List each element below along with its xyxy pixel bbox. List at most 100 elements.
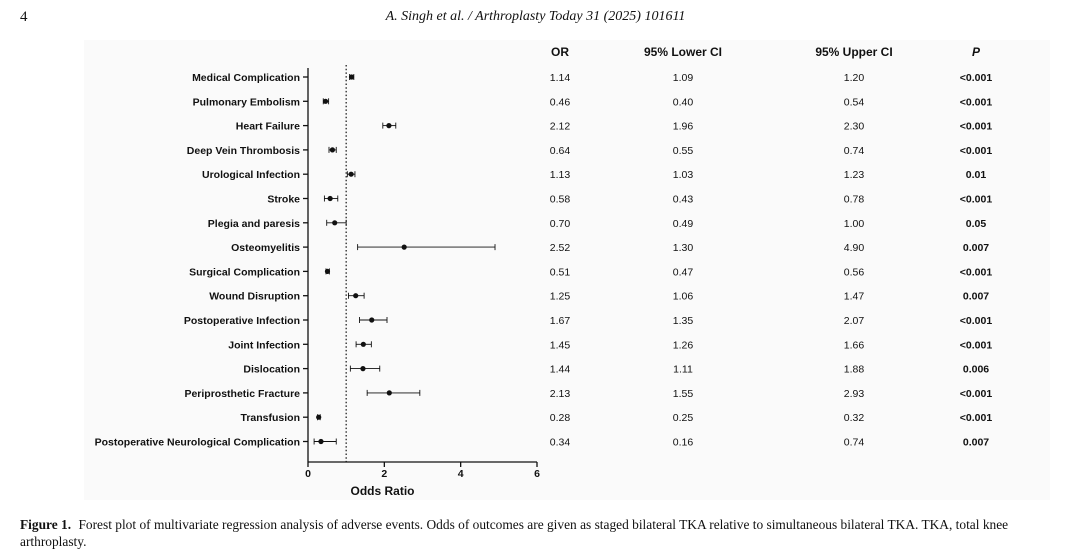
p-value: 0.05 [966, 218, 987, 230]
odds-ratio-point [386, 390, 392, 396]
or-value: 0.34 [550, 437, 571, 449]
figure-caption-label: Figure 1. [20, 517, 72, 532]
upper-ci-value: 0.78 [844, 194, 865, 206]
odds-ratio-point [353, 293, 359, 299]
row-label: Deep Vein Thrombosis [187, 145, 300, 157]
odds-ratio-point [348, 171, 354, 177]
odds-ratio-point [360, 341, 366, 347]
row-label: Medical Complication [192, 72, 300, 84]
or-value: 2.13 [550, 388, 571, 400]
column-header: 95% Lower CI [644, 45, 722, 59]
upper-ci-value: 0.74 [844, 437, 865, 449]
or-value: 1.25 [550, 291, 571, 303]
p-value: <0.001 [960, 194, 993, 206]
lower-ci-value: 0.40 [673, 96, 694, 108]
odds-ratio-point [386, 123, 392, 129]
lower-ci-value: 1.30 [673, 242, 694, 254]
p-value: 0.006 [963, 364, 989, 376]
lower-ci-value: 1.35 [673, 315, 694, 327]
row-label: Postoperative Infection [184, 315, 300, 327]
lower-ci-value: 1.26 [673, 339, 694, 351]
x-tick-label: 6 [534, 468, 540, 480]
row-label: Wound Disruption [209, 291, 300, 303]
or-value: 2.12 [550, 121, 571, 133]
page-number: 4 [20, 9, 28, 25]
odds-ratio-point [369, 317, 375, 323]
or-value: 1.44 [550, 364, 571, 376]
lower-ci-value: 1.09 [673, 72, 694, 84]
column-header: OR [551, 45, 569, 59]
upper-ci-value: 1.47 [844, 291, 865, 303]
lower-ci-value: 0.47 [673, 266, 694, 278]
upper-ci-value: 0.74 [844, 145, 865, 157]
odds-ratio-point [360, 366, 366, 372]
x-axis-title: Odds Ratio [350, 484, 414, 498]
lower-ci-value: 0.25 [673, 412, 694, 424]
row-label: Surgical Complication [189, 266, 300, 278]
odds-ratio-point [324, 268, 331, 274]
odds-ratio-point [329, 147, 336, 153]
p-value: 0.007 [963, 291, 989, 303]
p-value: 0.007 [963, 437, 989, 449]
p-value: <0.001 [960, 388, 993, 400]
odds-ratio-point [316, 414, 322, 420]
lower-ci-value: 1.06 [673, 291, 694, 303]
forest-plot-figure: 0 2 4 6 Odds Ratio OR 95% Lower CI 95% Upper CI… [84, 40, 1050, 500]
lower-ci-value: 1.03 [673, 169, 694, 181]
upper-ci-value: 2.07 [844, 315, 865, 327]
upper-ci-value: 4.90 [844, 242, 865, 254]
or-value: 0.70 [550, 218, 571, 230]
odds-ratio-point [322, 98, 329, 104]
row-label: Pulmonary Embolism [193, 96, 300, 108]
or-value: 1.45 [550, 339, 571, 351]
lower-ci-value: 0.16 [673, 437, 694, 449]
row-label: Transfusion [240, 412, 300, 424]
lower-ci-value: 1.96 [673, 121, 694, 133]
upper-ci-value: 1.88 [844, 364, 865, 376]
figure-caption: Figure 1. Forest plot of multivariate re… [20, 516, 1060, 550]
p-value: <0.001 [960, 72, 993, 84]
upper-ci-value: 1.66 [844, 339, 865, 351]
or-value: 0.64 [550, 145, 571, 157]
x-tick-label: 4 [458, 468, 464, 480]
x-tick-label: 2 [381, 468, 387, 480]
p-value: <0.001 [960, 266, 993, 278]
or-value: 2.52 [550, 242, 571, 254]
or-value: 1.14 [550, 72, 571, 84]
upper-ci-value: 1.00 [844, 218, 865, 230]
row-label: Stroke [267, 194, 300, 206]
column-header: P [972, 45, 981, 59]
or-value: 0.28 [550, 412, 571, 424]
row-label: Joint Infection [228, 339, 300, 351]
upper-ci-value: 1.20 [844, 72, 865, 84]
lower-ci-value: 0.43 [673, 194, 694, 206]
upper-ci-value: 2.93 [844, 388, 865, 400]
upper-ci-value: 2.30 [844, 121, 865, 133]
upper-ci-value: 0.32 [844, 412, 865, 424]
row-label: Heart Failure [236, 121, 300, 133]
running-header: A. Singh et al. / Arthroplasty Today 31 … [385, 9, 686, 24]
odds-ratio-point [332, 220, 338, 226]
forest-plot: 0 2 4 6 Odds Ratio OR 95% Lower CI 95% Upper CI… [95, 45, 993, 498]
odds-ratio-point [401, 244, 407, 250]
odds-ratio-point [318, 438, 324, 445]
p-value: <0.001 [960, 96, 993, 108]
odds-ratio-point [348, 74, 355, 80]
row-label: Postoperative Neurological Complication [95, 437, 300, 449]
row-label: Periprosthetic Fracture [184, 388, 300, 400]
row-label: Urological Infection [202, 169, 300, 181]
p-value: <0.001 [960, 339, 993, 351]
p-value: <0.001 [960, 121, 993, 133]
or-value: 0.46 [550, 96, 571, 108]
row-label: Osteomyelitis [231, 242, 300, 254]
p-value: 0.01 [966, 169, 987, 181]
row-label: Dislocation [243, 364, 300, 376]
upper-ci-value: 1.23 [844, 169, 865, 181]
lower-ci-value: 0.49 [673, 218, 694, 230]
upper-ci-value: 0.54 [844, 96, 865, 108]
or-value: 0.51 [550, 266, 571, 278]
figure-caption-text: Forest plot of multivariate regression a… [20, 517, 1009, 549]
p-value: <0.001 [960, 412, 993, 424]
p-value: 0.007 [963, 242, 989, 254]
or-value: 0.58 [550, 194, 571, 206]
